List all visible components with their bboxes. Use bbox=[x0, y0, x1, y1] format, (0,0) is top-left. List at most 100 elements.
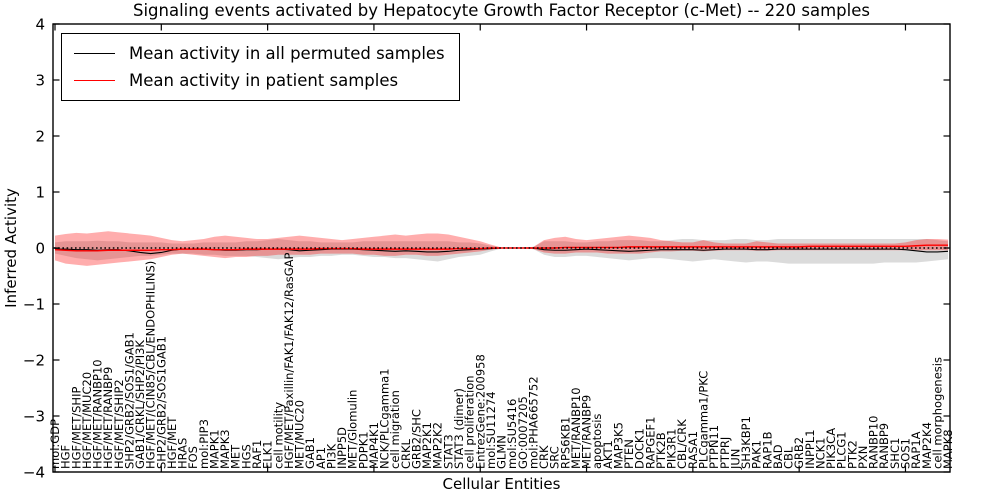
ytick-label: 0 bbox=[35, 239, 45, 257]
category-label: MAPK1 bbox=[207, 429, 221, 469]
category-label: RAP1B bbox=[760, 431, 774, 469]
category-label: EntrezGene:200958 bbox=[473, 354, 487, 469]
category-label: RAF1 bbox=[250, 440, 264, 469]
category-label: PTPN11 bbox=[707, 425, 721, 469]
category-label: RASA1 bbox=[686, 431, 700, 469]
category-label: CBL/CRK bbox=[675, 419, 689, 469]
category-label: HGF/MET/SHIP bbox=[69, 387, 83, 469]
category-label: ELK1 bbox=[261, 440, 275, 469]
category-label: cell migration bbox=[388, 390, 402, 469]
category-label: MET/MUC20 bbox=[293, 400, 307, 469]
category-label: PLCG1 bbox=[835, 431, 849, 469]
category-label: PAK1 bbox=[750, 440, 764, 469]
category-label: MAPK8 bbox=[941, 429, 955, 469]
ytick-label: −2 bbox=[23, 351, 45, 369]
category-label: mol:PHA665752 bbox=[526, 376, 540, 469]
legend-label: Mean activity in all permuted samples bbox=[129, 44, 445, 63]
category-label: GRB2/SHC bbox=[409, 409, 423, 469]
category-label: RANBP9 bbox=[877, 423, 891, 469]
category-label: HGF/MET bbox=[165, 416, 179, 469]
category-label: MAPK3 bbox=[218, 429, 232, 469]
category-label: SOS1 bbox=[899, 438, 913, 469]
category-label: STAT3 (dimer) bbox=[452, 388, 466, 469]
category-label: MAP3K5 bbox=[611, 422, 625, 469]
category-label: RAP1A bbox=[909, 431, 923, 469]
ytick-label: 4 bbox=[35, 15, 45, 33]
category-label: NCK/PLCgamma1 bbox=[378, 368, 392, 469]
category-label: MAP4K1 bbox=[367, 422, 381, 469]
category-label: GAB1/CRKL/SHP2/PI3K bbox=[133, 340, 147, 469]
category-label: INPP5D bbox=[335, 427, 349, 469]
category-label: PTPRJ bbox=[718, 437, 732, 469]
category-label: PTK2 bbox=[845, 440, 859, 469]
patient-line-sample-icon bbox=[74, 80, 115, 81]
legend-item-permuted: Mean activity in all permuted samples bbox=[74, 40, 445, 67]
category-label: NCK1 bbox=[813, 438, 827, 470]
category-label: PTK2B bbox=[654, 432, 668, 469]
category-label: MAP2K2 bbox=[431, 422, 445, 469]
category-label: HGF/MET/SHIP2 bbox=[112, 379, 126, 469]
legend-item-patient: Mean activity in patient samples bbox=[74, 67, 445, 94]
ytick-label: −3 bbox=[23, 407, 45, 425]
category-label: SHP2/GRB2/SOS1GAB1 bbox=[154, 336, 168, 469]
category-label: HGF/MET/RANBP9 bbox=[101, 367, 115, 469]
x-axis-label: Cellular Entities bbox=[442, 475, 561, 493]
category-label: PIK3CA bbox=[824, 428, 838, 469]
category-label: RANBP10 bbox=[867, 416, 881, 469]
category-label: CRKL bbox=[399, 438, 413, 469]
category-label: RPS6KB1 bbox=[558, 417, 572, 469]
ytick-label: −4 bbox=[23, 463, 45, 481]
category-label: HGF/MET/RANBP10 bbox=[91, 359, 105, 469]
category-label: FOS bbox=[186, 446, 200, 469]
category-label: mol:SU11274 bbox=[484, 391, 498, 469]
category-label: HRAS bbox=[176, 438, 190, 469]
category-label: GRB2 bbox=[792, 437, 806, 469]
category-label: GLMN bbox=[495, 435, 509, 469]
category-label: SHP2/GRB2/SOS1/GAB1 bbox=[122, 332, 136, 469]
category-label: AKT1 bbox=[601, 440, 615, 469]
legend: Mean activity in all permuted samples Me… bbox=[61, 33, 460, 101]
category-label: PXN bbox=[856, 446, 870, 469]
category-label: PLCgamma1/PKC bbox=[697, 371, 711, 469]
category-label: GAB1 bbox=[303, 437, 317, 469]
category-label: STAT3 bbox=[441, 434, 455, 469]
category-label: cell morphogenesis bbox=[930, 357, 944, 469]
category-label: HGF/MET/MUC20 bbox=[80, 372, 94, 469]
ytick-label: 1 bbox=[35, 183, 45, 201]
category-label: PDPK1 bbox=[356, 431, 370, 469]
ytick-label: 2 bbox=[35, 127, 45, 145]
category-label: apoptosis bbox=[590, 414, 604, 469]
category-label: SH3KBP1 bbox=[739, 416, 753, 469]
category-label: INPPL1 bbox=[803, 429, 817, 469]
category-label: MET/RANBP10 bbox=[569, 387, 583, 469]
category-label: RAPGEF1 bbox=[643, 417, 657, 469]
category-label: SHC1 bbox=[888, 438, 902, 469]
category-label: cell motility bbox=[271, 402, 285, 469]
category-label: mol:SU5416 bbox=[505, 399, 519, 469]
permuted-line-sample-icon bbox=[74, 53, 115, 54]
category-label: MET/Glomulin bbox=[346, 390, 360, 469]
category-label: mol:GDP bbox=[48, 419, 62, 469]
category-label: HGS bbox=[239, 444, 253, 469]
category-label: MET bbox=[229, 444, 243, 469]
category-label: mol:PIP3 bbox=[197, 419, 211, 469]
category-label: JUN bbox=[728, 449, 742, 470]
category-label: HGF/MET/(CIN85/CBL/ENDOPHILINS) bbox=[144, 261, 158, 469]
category-label: SRC bbox=[548, 446, 562, 469]
category-label: MET/RANBP9 bbox=[580, 395, 594, 469]
chart-title: Signaling events activated by Hepatocyte… bbox=[133, 1, 870, 20]
category-label: DOCK1 bbox=[633, 428, 647, 469]
category-label: MAP2K1 bbox=[420, 422, 434, 469]
category-label: PTEN bbox=[622, 439, 636, 469]
category-label: AP1 bbox=[314, 447, 328, 469]
category-label: PI3K bbox=[324, 443, 338, 469]
patient-mean-line bbox=[54, 244, 948, 252]
ytick-label: 3 bbox=[35, 71, 45, 89]
permuted-samples-spread-band bbox=[55, 239, 948, 264]
category-label: cell proliferation bbox=[463, 375, 477, 469]
category-label: BAD bbox=[771, 444, 785, 469]
ytick-label: −1 bbox=[23, 295, 45, 313]
category-label: CBL bbox=[782, 446, 796, 469]
